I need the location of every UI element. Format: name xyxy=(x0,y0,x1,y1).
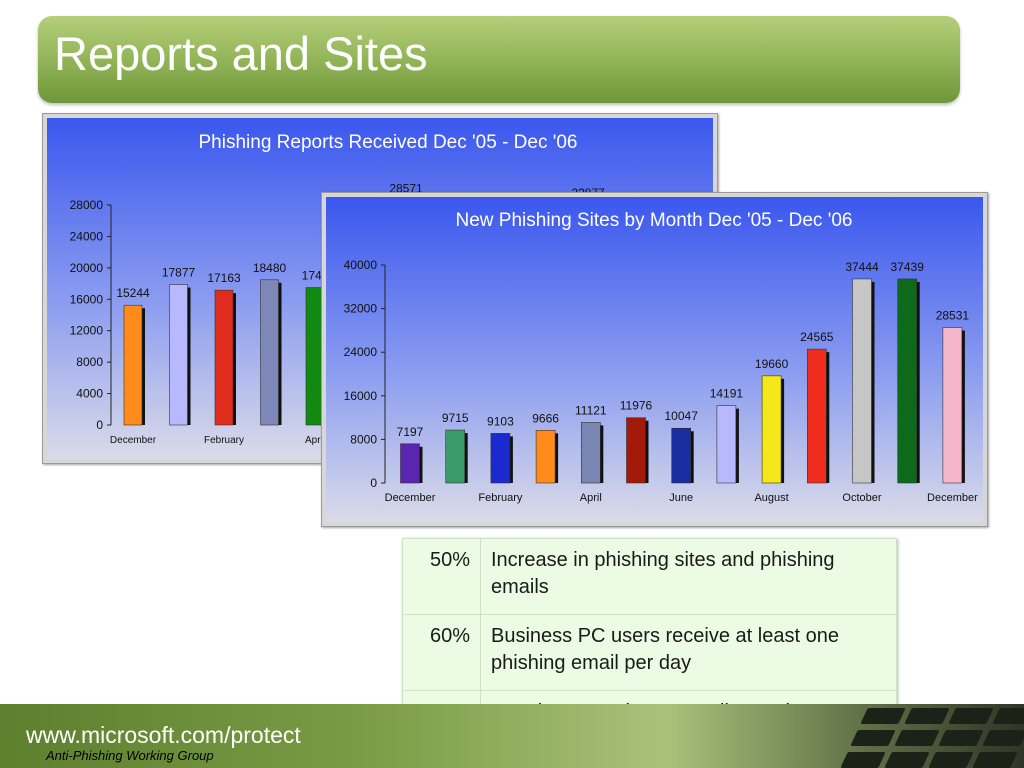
y-tick-label: 40000 xyxy=(344,258,378,272)
footer-url: www.microsoft.com/protect xyxy=(26,722,301,748)
data-label: 37439 xyxy=(891,260,925,274)
y-tick-label: 28000 xyxy=(70,198,104,212)
data-label: 7197 xyxy=(397,425,424,439)
footer-source: Anti-Phishing Working Group xyxy=(46,748,214,763)
data-label: 28531 xyxy=(936,309,970,323)
x-tick-label: August xyxy=(754,492,788,504)
keyboard-image xyxy=(834,704,1024,768)
y-tick-label: 32000 xyxy=(344,302,378,316)
bar xyxy=(942,327,963,484)
bar xyxy=(852,278,872,484)
slide-title: Reports and Sites xyxy=(54,27,428,80)
data-label: 15244 xyxy=(116,286,150,300)
x-tick-label: June xyxy=(669,492,693,504)
stat-description: Increase in phishing sites and phishing … xyxy=(480,538,897,615)
stat-percent: 60% xyxy=(402,614,481,691)
stat-description: Business PC users receive at least one p… xyxy=(480,614,897,691)
y-tick-label: 8000 xyxy=(350,432,377,446)
data-label: 9666 xyxy=(532,411,559,425)
data-label: 9103 xyxy=(487,414,514,428)
data-label: 11976 xyxy=(620,399,653,413)
title-bar: Reports and Sites xyxy=(38,16,960,103)
bar xyxy=(716,405,737,484)
x-tick-label: December xyxy=(385,492,436,504)
y-tick-label: 4000 xyxy=(76,387,103,401)
bar xyxy=(580,422,601,484)
bar xyxy=(123,304,143,426)
x-tick-label: October xyxy=(842,492,881,504)
chart-title: New Phishing Sites by Month Dec '05 - De… xyxy=(456,210,853,231)
y-tick-label: 0 xyxy=(96,418,103,432)
y-tick-label: 8000 xyxy=(76,355,103,369)
y-tick-label: 24000 xyxy=(70,229,104,243)
data-label: 14191 xyxy=(710,387,744,401)
bar xyxy=(761,375,782,484)
bar xyxy=(806,348,827,484)
x-tick-label: December xyxy=(110,435,157,446)
x-tick-label: December xyxy=(927,492,978,504)
y-tick-label: 12000 xyxy=(70,324,104,338)
x-tick-label: April xyxy=(305,435,325,446)
chart-background xyxy=(326,197,983,522)
sites-chart: 0 8000 16000 24000 32000 40000 7197 9715 9103 96… xyxy=(321,192,988,527)
bar xyxy=(400,443,420,484)
table-row: 60% Business PC users receive at least o… xyxy=(402,614,897,691)
bar xyxy=(671,427,692,484)
data-label: 19660 xyxy=(755,357,789,371)
data-label: 9715 xyxy=(442,411,469,425)
y-tick-label: 24000 xyxy=(344,345,378,359)
data-label: 11121 xyxy=(575,403,607,417)
stat-percent: 50% xyxy=(402,538,481,615)
y-tick-label: 0 xyxy=(370,476,377,490)
chart-title: Phishing Reports Received Dec '05 - Dec … xyxy=(199,132,578,153)
y-tick-label: 20000 xyxy=(70,261,104,275)
y-tick-label: 16000 xyxy=(344,389,378,403)
bar xyxy=(169,284,188,426)
bar xyxy=(897,278,918,484)
data-label: 37444 xyxy=(845,260,879,274)
data-label: 17877 xyxy=(162,266,196,280)
data-label: 10047 xyxy=(665,409,699,423)
data-label: 17163 xyxy=(207,271,241,285)
bar xyxy=(626,417,646,484)
data-label: 24565 xyxy=(800,330,834,344)
bar xyxy=(214,289,234,426)
data-label: 18480 xyxy=(253,261,287,275)
table-row: 50% Increase in phishing sites and phish… xyxy=(402,538,897,615)
bar xyxy=(490,433,511,484)
x-tick-label: February xyxy=(478,492,523,504)
x-tick-label: April xyxy=(580,492,602,504)
x-tick-label: February xyxy=(204,435,244,446)
y-tick-label: 16000 xyxy=(70,292,104,306)
sites-chart-svg: 0 8000 16000 24000 32000 40000 7197 9715 9103 96… xyxy=(326,197,983,522)
bar xyxy=(445,429,465,484)
bar xyxy=(535,430,556,484)
bar xyxy=(260,279,279,426)
